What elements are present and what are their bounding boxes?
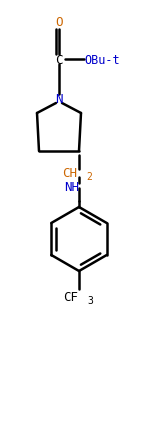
Text: 2: 2	[86, 172, 92, 181]
Text: 3: 3	[87, 295, 93, 305]
Text: O: O	[55, 15, 63, 28]
Text: CF: CF	[63, 291, 78, 304]
Text: C: C	[55, 53, 63, 66]
Text: N: N	[55, 93, 63, 106]
Text: NH: NH	[64, 181, 79, 194]
Text: CH: CH	[62, 167, 77, 180]
Text: OBu-t: OBu-t	[84, 53, 120, 66]
